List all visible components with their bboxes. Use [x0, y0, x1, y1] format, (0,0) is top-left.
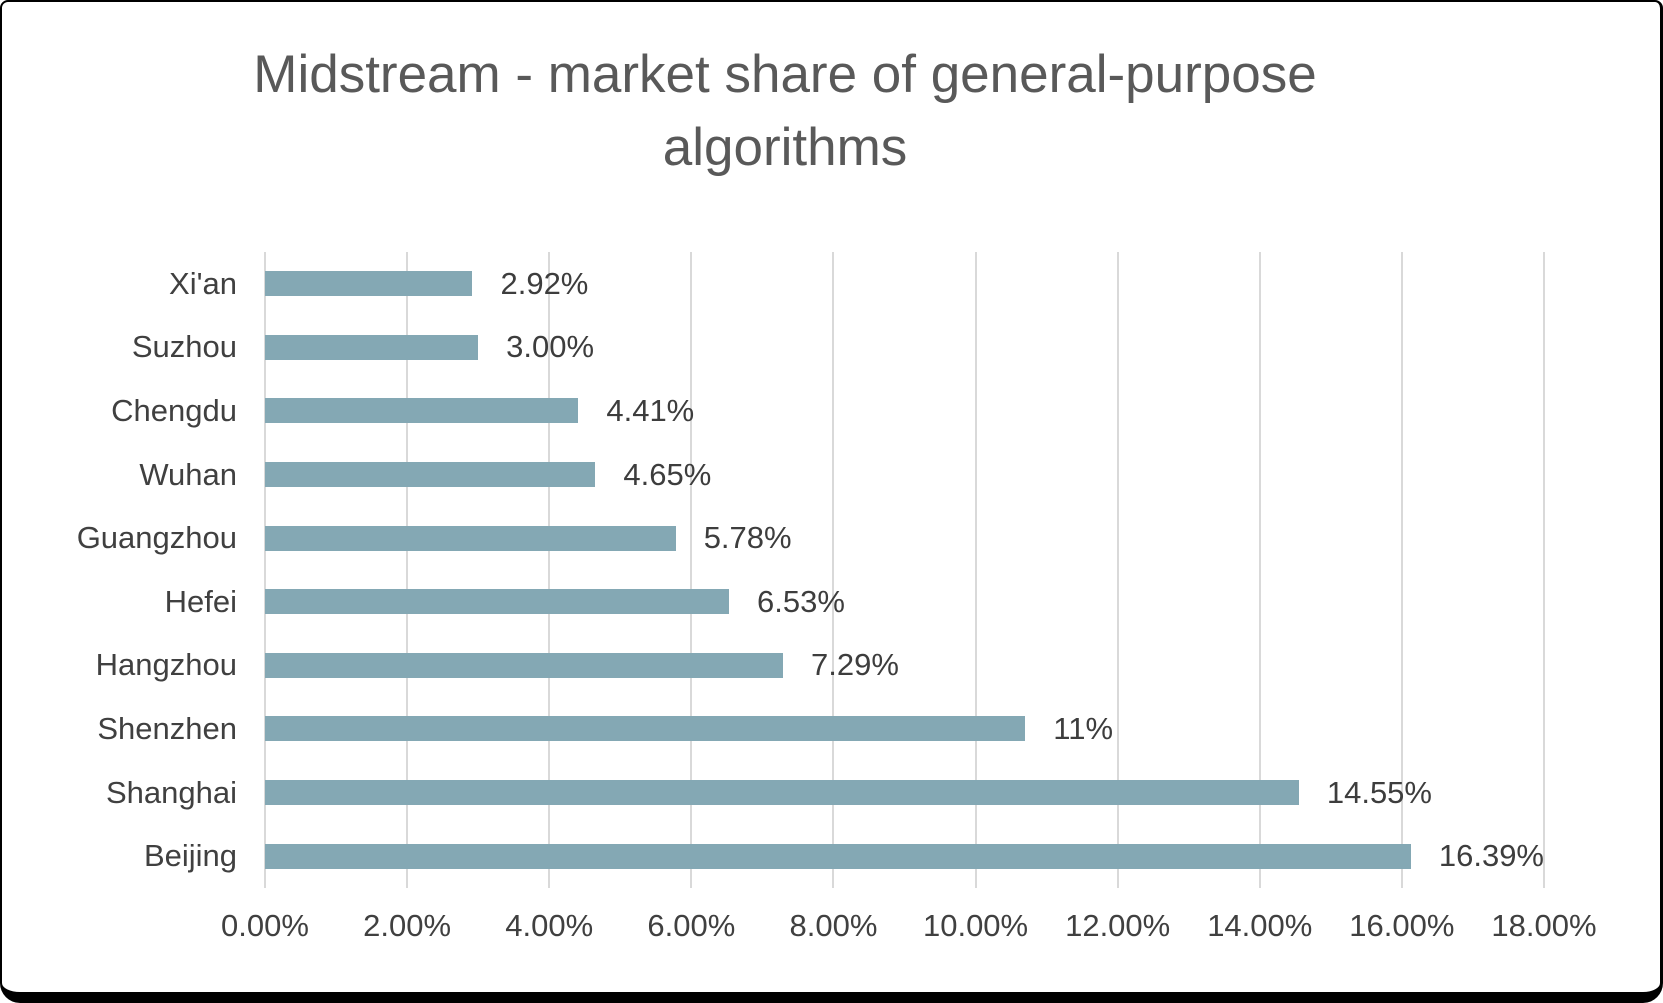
gridline	[1258, 252, 1261, 888]
value-label: 2.92%	[500, 265, 589, 301]
bar-row: Chengdu 4.41%	[111, 379, 1544, 443]
category-label: Suzhou	[131, 329, 237, 365]
bar	[265, 525, 676, 551]
bar-row: Hangzhou 7.29%	[96, 634, 1544, 698]
bar-row: Beijing 16.39%	[144, 824, 1544, 888]
x-tick-label: 10.00%	[922, 908, 1029, 943]
gridline	[1400, 252, 1403, 888]
value-label: 6.53%	[756, 583, 845, 619]
x-tick-label: 2.00%	[363, 908, 452, 943]
category-label: Hefei	[164, 583, 237, 619]
category-label: Guangzhou	[76, 520, 237, 556]
x-tick-label: 4.00%	[505, 908, 594, 943]
chart-title-text: Midstream - market share of general-purp…	[253, 45, 1317, 178]
category-label: Chengdu	[111, 392, 237, 428]
gridline	[832, 252, 835, 888]
category-label: Shanghai	[105, 774, 237, 810]
bar-row: Wuhan 4.65%	[139, 443, 1544, 507]
plot-area: Xi'an 2.92% Suzhou 3.00% Chengdu 4.41% Wuhan 4.…	[77, 252, 1545, 888]
bar-row: Shanghai 14.55%	[106, 761, 1544, 825]
value-label: 16.39%	[1438, 838, 1544, 874]
x-tick-label: 16.00%	[1349, 908, 1455, 943]
gridline	[548, 252, 551, 888]
gridline	[406, 252, 409, 888]
value-label: 4.41%	[606, 392, 695, 428]
bar-row: Xi'an 2.92%	[169, 252, 1544, 316]
category-label: Beijing	[143, 838, 237, 874]
bar	[265, 652, 783, 678]
bar-row: Shenzhen 11%	[97, 697, 1544, 761]
category-label: Wuhan	[139, 456, 237, 492]
category-label: Hangzhou	[95, 647, 237, 683]
value-label: 11%	[1053, 710, 1114, 746]
value-label: 14.55%	[1326, 774, 1432, 810]
value-label: 3.00%	[506, 329, 595, 365]
value-label: 4.65%	[623, 456, 712, 492]
gridline	[974, 252, 977, 888]
bar	[265, 271, 473, 297]
gridline	[690, 252, 693, 888]
x-tick-label: 6.00%	[647, 908, 736, 943]
gridline	[1116, 252, 1119, 888]
x-tick-label: 8.00%	[789, 908, 878, 943]
value-label: 5.78%	[703, 520, 792, 556]
bar	[265, 589, 729, 615]
x-axis: 0.00% 2.00% 4.00% 6.00% 8.00% 10.00% 12.00% 14.…	[221, 908, 1597, 948]
bar	[265, 780, 1299, 806]
bar	[265, 334, 479, 360]
x-tick-label: 12.00%	[1065, 908, 1171, 943]
x-tick-label: 14.00%	[1207, 908, 1313, 943]
bar	[265, 462, 596, 488]
bar	[265, 716, 1026, 742]
bar-row: Suzhou 3.00%	[132, 316, 1544, 380]
value-label: 7.29%	[810, 647, 899, 683]
bar	[265, 843, 1411, 869]
bar-row: Hefei 6.53%	[165, 570, 1544, 634]
bar	[265, 398, 579, 424]
x-tick-label: 0.00%	[221, 908, 309, 943]
x-tick-label: 18.00%	[1491, 908, 1597, 943]
gridline	[1543, 252, 1545, 888]
bar-rows: Xi'an 2.92% Suzhou 3.00% Chengdu 4.41% Wuhan 4.…	[77, 252, 1544, 888]
category-label: Xi'an	[169, 265, 237, 301]
chart-title: Midstream - market share of general-purp…	[2, 38, 1568, 184]
gridline	[264, 252, 266, 888]
category-label: Shenzhen	[97, 710, 237, 746]
bar-row: Guangzhou 5.78%	[77, 506, 1544, 570]
